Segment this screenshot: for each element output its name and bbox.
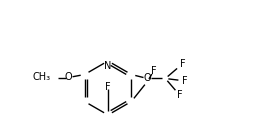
Text: CH₃: CH₃ [33,72,51,83]
Text: F: F [151,67,156,76]
Text: F: F [177,91,182,100]
Text: O: O [144,74,151,83]
Text: F: F [105,82,111,92]
Text: F: F [180,59,185,70]
Text: N: N [104,61,112,71]
Text: F: F [182,76,187,87]
Text: O: O [65,72,72,83]
